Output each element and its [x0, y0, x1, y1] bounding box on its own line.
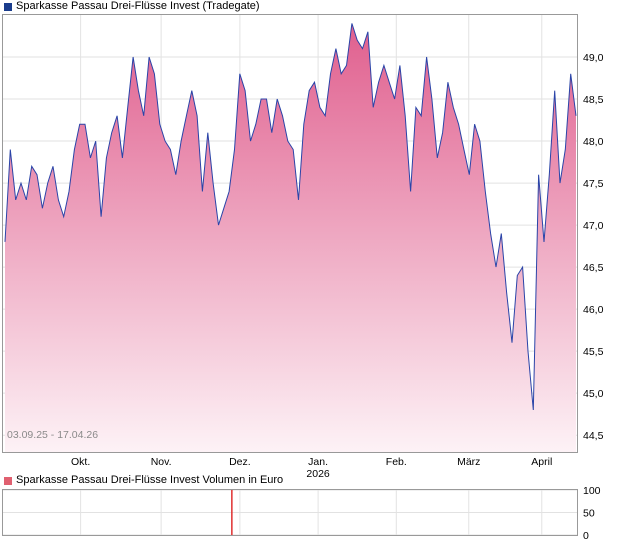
y-tick-label: 47,5: [583, 178, 604, 190]
x-tick-label: März: [457, 456, 480, 468]
volume-y-tick-label: 100: [583, 485, 601, 497]
y-tick-label: 47,0: [583, 220, 604, 232]
y-tick-label: 48,0: [583, 136, 604, 148]
y-tick-label: 46,5: [583, 262, 604, 274]
y-tick-label: 46,0: [583, 304, 604, 316]
volume-y-tick-label: 0: [583, 530, 589, 542]
volume-chart-grid: [3, 489, 578, 536]
x-tick-label: Okt.: [71, 456, 90, 468]
y-tick-label: 44,5: [583, 430, 604, 442]
volume-chart-legend-label: Sparkasse Passau Drei-Flüsse Invest Volu…: [16, 474, 284, 486]
volume-y-tick-label: 50: [583, 508, 595, 520]
main-chart-legend: Sparkasse Passau Drei-Flüsse Invest (Tra…: [4, 0, 260, 13]
x-tick-label: Feb.: [386, 456, 407, 468]
price-series-swatch: [4, 2, 12, 11]
x-tick-label: April: [531, 456, 552, 468]
main-chart-frame: [2, 14, 578, 453]
y-tick-label: 45,0: [583, 388, 604, 400]
y-tick-label: 45,5: [583, 346, 604, 358]
main-y-axis: 44,5 45,0 45,5 46,0 46,5 47,0 47,5 48,0 48,5 49,0: [583, 52, 604, 442]
price-area-fill: [5, 23, 576, 453]
main-x-axis: Okt. Nov. Dez. Jan.2026 Feb. März April: [71, 456, 552, 480]
x-tick-label: Jan.: [308, 456, 328, 468]
y-tick-label: 48,5: [583, 94, 604, 106]
date-range-label: 03.09.25 - 17.04.26: [7, 429, 98, 441]
x-tick-label: Dez.: [229, 456, 251, 468]
x-tick-year-label: 2026: [306, 468, 330, 480]
main-chart-legend-label: Sparkasse Passau Drei-Flüsse Invest (Tra…: [16, 0, 260, 12]
x-tick-label: Nov.: [151, 456, 172, 468]
volume-y-axis: 0 50 100: [583, 485, 601, 542]
y-tick-label: 49,0: [583, 52, 604, 64]
price-line: [4, 23, 577, 411]
volume-chart-legend: Sparkasse Passau Drei-Flüsse Invest Volu…: [4, 474, 283, 487]
volume-chart-frame: [2, 489, 578, 536]
volume-series-swatch: [4, 476, 12, 485]
